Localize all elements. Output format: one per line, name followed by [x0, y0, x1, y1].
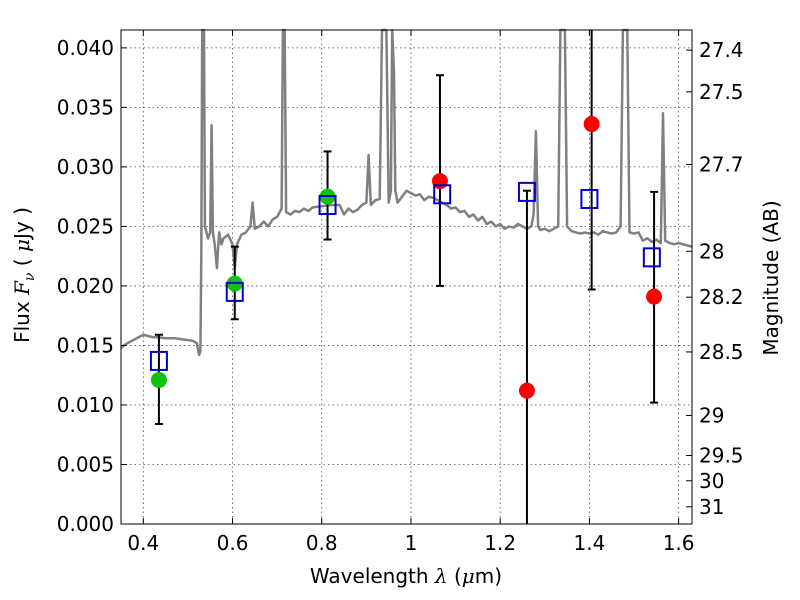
model-spectrum	[120, 28, 693, 357]
photometry-markers	[149, 116, 663, 399]
x-tick-label: 1	[405, 531, 418, 555]
x-tick-label: 0.6	[217, 531, 249, 555]
y2-tick-label: 27.7	[699, 153, 744, 177]
y-tick-label: 0.035	[57, 95, 114, 119]
model-point-square	[517, 181, 536, 202]
axis-ticks: 0.4 0.6 0.8 1 1.2 1.4 1.6 0.000 0.005 0.010 0.015 0…	[57, 30, 744, 555]
x-tick-label: 1.6	[663, 531, 695, 555]
y2-tick-label: 29.5	[699, 444, 744, 468]
y2-tick-label: 29	[699, 403, 724, 427]
y-tick-label: 0.020	[57, 274, 114, 298]
model-point-square	[433, 184, 452, 205]
y2-tick-label: 27.4	[699, 38, 744, 62]
y-tick-label: 0.040	[57, 36, 114, 60]
y-tick-label: 0.005	[57, 452, 114, 476]
spectrum-line	[120, 28, 693, 357]
y2-tick-label: 27.5	[699, 80, 744, 104]
y2-tick-label: 30	[699, 469, 724, 493]
y2-tick-label: 31	[699, 495, 724, 519]
data-point-circle	[150, 371, 167, 388]
x-tick-label: 1.4	[573, 531, 605, 555]
y2-tick-label: 28.5	[699, 340, 744, 364]
model-point-square	[642, 247, 661, 268]
x-tick-label: 0.4	[127, 531, 159, 555]
y2-tick-label: 28.2	[699, 285, 744, 309]
y-tick-label: 0.025	[57, 214, 114, 238]
y2-tick-label: 28	[699, 239, 724, 263]
y2-axis-title: Magnitude (AB)	[759, 200, 783, 355]
x-tick-label: 0.8	[306, 531, 338, 555]
y-axis-title: Flux Fν ( μJy )	[10, 207, 38, 343]
model-point-square	[318, 194, 337, 215]
model-point-square	[149, 350, 168, 371]
data-point-circle	[646, 288, 663, 305]
y-tick-label: 0.010	[57, 393, 114, 417]
x-tick-label: 1.2	[484, 531, 516, 555]
model-point-square	[580, 189, 599, 210]
model-point-square	[225, 281, 244, 302]
y-tick-label: 0.015	[57, 333, 114, 357]
data-point-circle	[518, 382, 535, 399]
y-tick-label: 0.030	[57, 155, 114, 179]
x-axis-title: Wavelength λ (μm)	[310, 564, 502, 588]
plot-frame	[120, 29, 693, 525]
y-tick-label: 0.000	[57, 512, 114, 536]
grid	[121, 30, 692, 525]
data-point-circle	[583, 116, 600, 133]
